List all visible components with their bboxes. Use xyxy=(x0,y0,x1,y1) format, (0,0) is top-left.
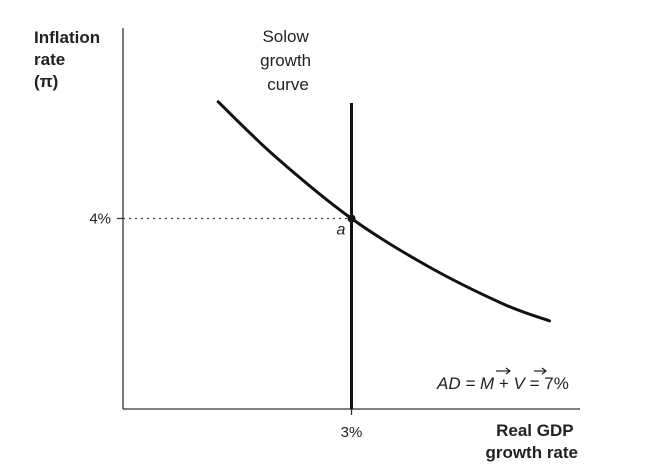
ad-label-v: V xyxy=(514,374,527,393)
x-tick-label-3pct: 3% xyxy=(341,424,363,441)
solow-curve-label: Solow growth curve xyxy=(260,27,316,94)
solow-label-line-2: growth xyxy=(260,51,311,70)
ad-label-prefix: AD = xyxy=(436,374,480,393)
x-axis-label-line-1: Real GDP xyxy=(496,421,573,440)
ad-label-suffix: = 7% xyxy=(525,374,569,393)
ad-curve-label: AD = M + V = 7% xyxy=(436,374,569,393)
point-a-label: a xyxy=(337,222,346,239)
y-axis-label-line-1: Inflation xyxy=(34,28,100,47)
ad-curve xyxy=(216,100,552,323)
x-axis-label: Real GDP growth rate xyxy=(485,421,578,462)
ad-label-m: M xyxy=(480,374,495,393)
y-axis-label-line-3: (π) xyxy=(34,72,58,91)
v-vector-arrow xyxy=(534,367,547,375)
solow-label-line-1: Solow xyxy=(262,27,309,46)
y-axis-label-line-2: rate xyxy=(34,50,65,69)
y-axis-label: Inflation rate (π) xyxy=(34,28,105,91)
solow-label-line-3: curve xyxy=(267,75,309,94)
x-axis-label-line-2: growth rate xyxy=(485,443,578,462)
m-vector-arrow xyxy=(496,367,511,375)
equilibrium-point-a xyxy=(347,214,356,223)
y-tick-label-4pct: 4% xyxy=(89,211,111,228)
ad-label-plus: + xyxy=(494,374,513,393)
